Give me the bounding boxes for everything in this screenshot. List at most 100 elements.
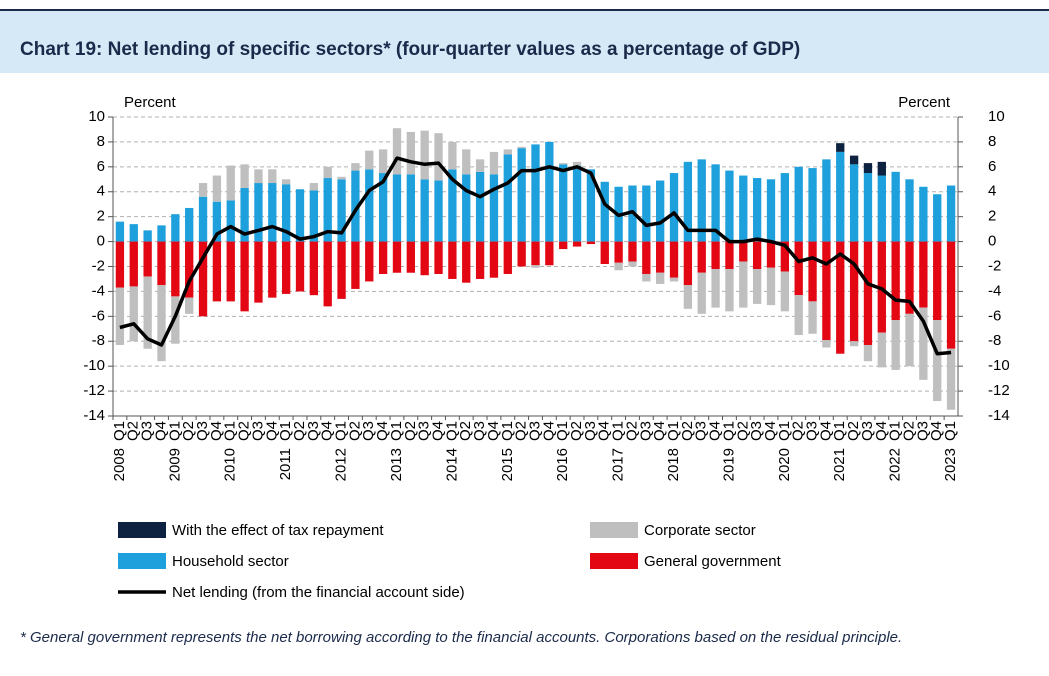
y-tick-label: 4: [97, 183, 105, 200]
bar: [489, 151, 499, 175]
legend-swatch: [118, 553, 166, 569]
bar: [406, 174, 415, 242]
bar: [697, 159, 706, 242]
bar: [531, 144, 540, 242]
bar: [323, 241, 332, 307]
y-tick-label: -8: [92, 332, 105, 349]
y2-axis-label: Percent: [898, 94, 951, 111]
x-tick-label: Q2: [900, 421, 917, 441]
y-tick-label: -2: [92, 257, 105, 274]
bar: [489, 174, 499, 242]
y2-tick-label: -14: [988, 407, 1010, 424]
line: [119, 156, 952, 356]
bar: [808, 241, 817, 302]
bar: [282, 241, 291, 294]
bar: [905, 241, 914, 314]
y2-tick-label: -10: [988, 357, 1010, 374]
x-tick-label: Q2: [845, 421, 862, 441]
y2-tick-label: 6: [988, 158, 996, 175]
x-tick-label: Q2: [623, 421, 640, 441]
bar: [919, 241, 928, 308]
bar: [240, 164, 249, 189]
year-label: 2022: [887, 448, 904, 481]
bar: [323, 178, 332, 242]
x-tick-label: Q4: [430, 421, 447, 441]
bar: [171, 214, 180, 242]
bar: [378, 241, 388, 274]
x-tick-label: Q3: [139, 421, 156, 441]
legend-label: Household sector: [172, 553, 289, 570]
bar: [365, 241, 374, 282]
legend-label: Net lending (from the financial account …: [172, 584, 465, 601]
x-tick-label: Q1: [665, 421, 682, 441]
y2-tick-label: 10: [988, 108, 1005, 125]
bar: [683, 285, 693, 309]
bar: [946, 185, 956, 242]
x-tick-label: Q3: [305, 421, 322, 441]
bar: [351, 163, 360, 171]
bar: [656, 180, 665, 242]
y2-tick-label: 8: [988, 133, 996, 150]
x-tick-label: Q4: [152, 421, 169, 441]
bar: [489, 241, 499, 278]
bar: [725, 268, 734, 312]
x-tick-label: Q3: [526, 421, 543, 441]
bar: [434, 241, 443, 274]
bar: [863, 173, 873, 242]
y-tick-label: -6: [92, 307, 105, 324]
bar: [198, 196, 208, 242]
y-tick-label: -12: [83, 382, 105, 399]
bar: [171, 241, 180, 297]
bar: [143, 276, 152, 349]
bar: [780, 241, 789, 272]
bar: [725, 170, 734, 242]
bar: [129, 241, 138, 287]
x-tick-label: Q2: [180, 421, 197, 441]
bar: [295, 189, 305, 242]
x-tick-label: Q4: [540, 421, 557, 441]
x-tick-label: Q2: [291, 421, 308, 441]
header: [0, 11, 1049, 73]
bar: [392, 241, 402, 273]
bar: [642, 241, 651, 274]
x-tick-label: Q4: [873, 421, 890, 441]
bar: [503, 149, 512, 155]
bar: [268, 183, 277, 242]
bar: [877, 332, 886, 368]
y-tick-label: -10: [83, 357, 105, 374]
bar: [226, 200, 235, 242]
bar: [808, 168, 817, 242]
x-tick-label: Q4: [208, 421, 225, 441]
legend-label: With the effect of tax repayment: [172, 522, 384, 539]
x-tick-label: Q1: [166, 421, 183, 441]
bar: [600, 241, 609, 265]
bar: [766, 267, 776, 306]
bar: [185, 241, 194, 298]
bar: [600, 181, 609, 242]
bar: [448, 169, 457, 242]
chart: Percent Percent -14 -12 -10 -8 -6 -4 -2 0 2 4 6 8 10…: [83, 94, 1010, 601]
bar: [448, 141, 457, 170]
bar: [905, 313, 914, 367]
bar: [337, 241, 346, 299]
bar: [794, 166, 803, 242]
x-tick-label: Q4: [928, 421, 945, 441]
x-tick-label: Q4: [485, 421, 502, 441]
bar: [572, 165, 582, 242]
year-label: 2008: [111, 448, 128, 481]
bar: [905, 179, 914, 242]
bar: [462, 241, 471, 283]
bar: [794, 241, 803, 296]
x-tick-label: Q1: [499, 421, 516, 441]
x-tick-label: Q2: [568, 421, 585, 441]
bar: [503, 154, 512, 242]
bar: [351, 241, 360, 289]
bar: [683, 161, 693, 242]
bar: [711, 241, 720, 269]
bar: [198, 183, 208, 197]
bar: [448, 241, 457, 279]
year-label: 2015: [499, 448, 516, 481]
bar: [891, 171, 900, 242]
bar: [863, 163, 873, 174]
